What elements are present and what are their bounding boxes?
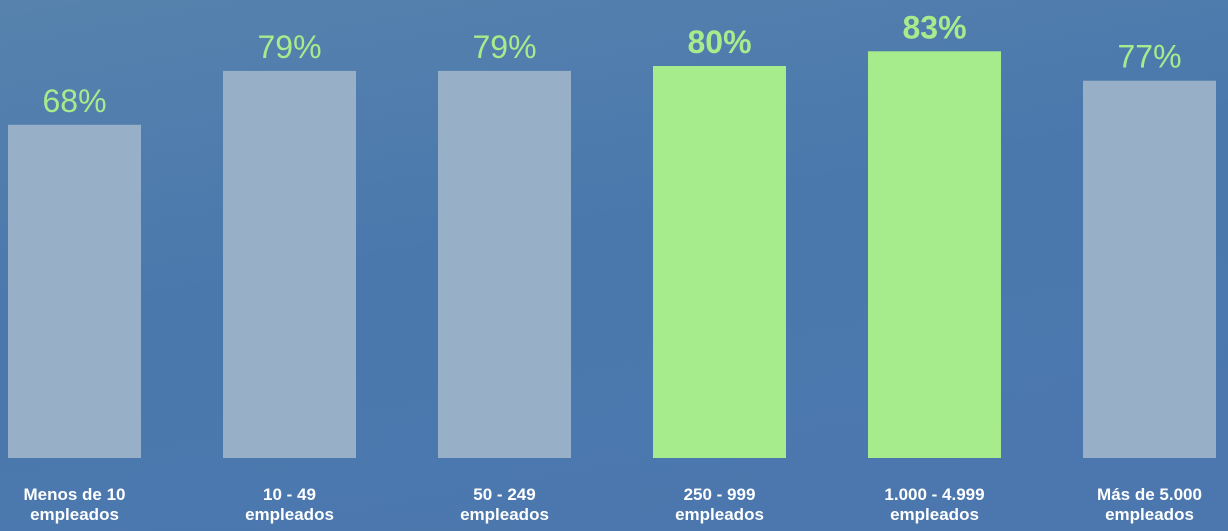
category-label-4-line-2: empleados [675,505,764,524]
category-label-6-line-1: Más de 5.000 [1097,485,1202,504]
category-label-4-line-1: 250 - 999 [684,485,756,504]
category-label-3-line-1: 50 - 249 [473,485,535,504]
category-label-1-line-2: empleados [30,505,119,524]
category-label-6-line-2: empleados [1105,505,1194,524]
bar-3 [438,70,571,459]
value-label-3: 79% [472,29,536,65]
category-label-1-line-1: Menos de 10 [23,485,125,504]
value-label-6: 77% [1117,39,1181,75]
category-label-2-line-1: 10 - 49 [263,485,316,504]
category-label-2-line-2: empleados [245,505,334,524]
bar-2 [223,70,356,459]
bar-6 [1083,80,1216,458]
value-label-2: 79% [257,29,321,65]
category-label-5-line-1: 1.000 - 4.999 [884,485,984,504]
category-label-5-line-2: empleados [890,505,979,524]
category-label-3-line-2: empleados [460,505,549,524]
value-label-4: 80% [687,24,751,60]
value-label-5: 83% [902,9,966,45]
value-label-1: 68% [42,83,106,119]
bar-1 [8,124,141,459]
bar-5 [868,51,1001,459]
bar-4 [653,66,786,458]
